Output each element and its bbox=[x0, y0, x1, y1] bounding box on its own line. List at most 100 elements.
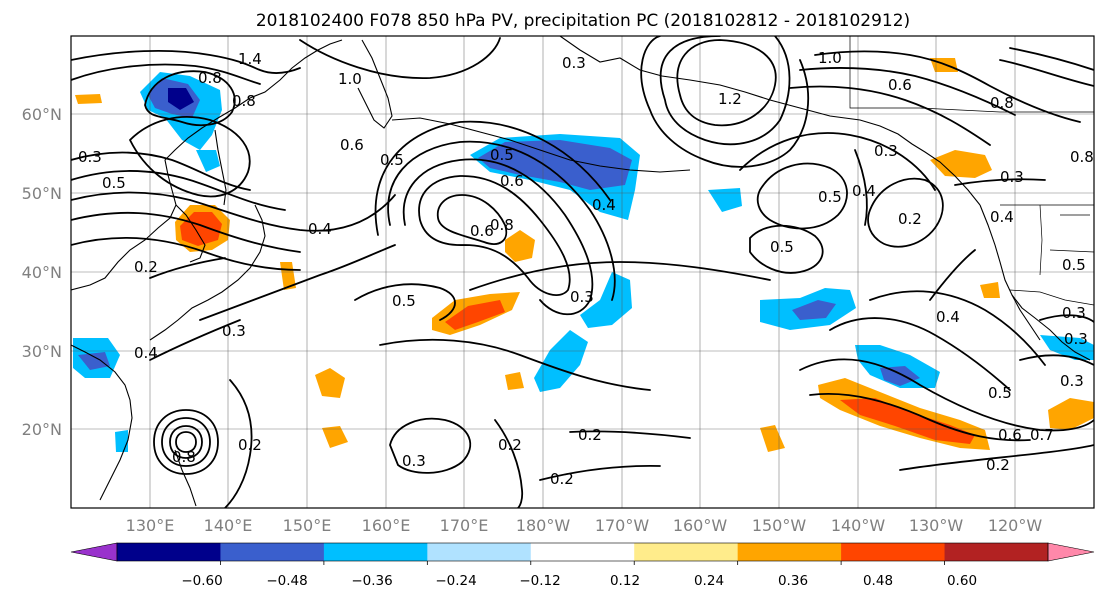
contour-label: 0.5 bbox=[392, 292, 416, 310]
contour-label: 1.0 bbox=[818, 49, 842, 67]
contour-label: 0.3 bbox=[402, 452, 426, 470]
contour-label: 0.2 bbox=[134, 258, 158, 276]
coast-north-america-west bbox=[979, 204, 1091, 361]
contour-label: 0.3 bbox=[562, 54, 586, 72]
contour-label: 0.5 bbox=[818, 188, 842, 206]
lon-label: 170°E bbox=[440, 516, 489, 535]
colorbar-ticks: −0.60 −0.48 −0.36 −0.24 −0.12 0.12 0.24 … bbox=[181, 573, 977, 589]
colorbar-tick-label: −0.12 bbox=[519, 573, 560, 589]
contour-label: 0.4 bbox=[308, 220, 332, 238]
shade-red-korea bbox=[180, 212, 222, 246]
contour-gulf-alaska-3 bbox=[789, 85, 991, 146]
colorbar-tick-label: −0.60 bbox=[181, 573, 222, 589]
contour-alaska-ridge-1 bbox=[676, 39, 777, 127]
contour-east-pacific-0.2 bbox=[867, 177, 944, 248]
contour-label: 1.2 bbox=[718, 90, 742, 108]
colorbar-tick-label: −0.24 bbox=[435, 573, 476, 589]
contour-gulf-alaska-4 bbox=[999, 59, 1094, 87]
lon-label: 180°W bbox=[516, 516, 571, 535]
contour-east-0.4 bbox=[929, 249, 976, 301]
contour-label: 0.2 bbox=[986, 456, 1010, 474]
contour-hawaii-jet-1 bbox=[799, 358, 1094, 432]
colorbar-extend-min bbox=[70, 542, 118, 562]
map-panel: 1.4 0.8 0.8 1.0 0.3 1.0 1.2 0.6 0.8 0.8 … bbox=[70, 35, 1095, 509]
contour-tropical-0.2-dateline bbox=[494, 419, 524, 508]
contour-label: 0.3 bbox=[1064, 330, 1088, 348]
colorbar-tick-label: −0.48 bbox=[266, 573, 307, 589]
shade-blue-kamchatka bbox=[708, 188, 742, 212]
coast-china bbox=[71, 344, 133, 501]
lon-label: 160°W bbox=[673, 516, 728, 535]
contour-label: 0.4 bbox=[592, 196, 616, 214]
colorbar-segment bbox=[841, 543, 946, 561]
contour-subtropical-0.5 bbox=[354, 283, 456, 321]
contour-west-tropical-0.3 bbox=[389, 417, 472, 474]
contour-label: 0.3 bbox=[570, 288, 594, 306]
contour-kamchatka-trough bbox=[299, 37, 501, 79]
shade-orange-dateline bbox=[505, 230, 535, 262]
contour-label: 0.2 bbox=[498, 436, 522, 454]
shade-orange-far-west bbox=[75, 94, 102, 104]
coast-east-asia bbox=[71, 39, 343, 291]
contour-tropical-0.2-center bbox=[569, 430, 691, 439]
contour-label: 0.6 bbox=[470, 222, 494, 240]
shade-blue-subtropical-1 bbox=[534, 330, 588, 392]
contour-labels: 1.4 0.8 0.8 1.0 0.3 1.0 1.2 0.6 0.8 0.8 … bbox=[78, 49, 1094, 488]
contour-tropical-0.2-south bbox=[539, 464, 661, 481]
contour-label: 0.4 bbox=[936, 308, 960, 326]
colorbar-segment bbox=[634, 543, 739, 561]
shade-blue-japan-sea bbox=[196, 150, 220, 172]
lat-label: 40°N bbox=[22, 263, 62, 282]
contour-label: 0.5 bbox=[490, 146, 514, 164]
contour-typhoon-1 bbox=[161, 417, 211, 467]
contour-coast-0.5 bbox=[1039, 314, 1094, 323]
contour-label: 0.2 bbox=[238, 436, 262, 454]
lat-label: 20°N bbox=[22, 420, 62, 439]
lon-label: 130°W bbox=[909, 516, 964, 535]
contour-typhoon-4 bbox=[175, 431, 197, 453]
contour-label: 0.2 bbox=[898, 210, 922, 228]
shade-red-central bbox=[445, 300, 505, 330]
contour-central-low-1 bbox=[418, 175, 571, 296]
pv-contours bbox=[71, 36, 1094, 508]
shade-darkblue-east-asia bbox=[78, 352, 110, 370]
colorbar-segment bbox=[220, 543, 325, 561]
lon-label: 170°W bbox=[595, 516, 650, 535]
coast-aleutians bbox=[391, 117, 691, 173]
contour-label: 1.4 bbox=[238, 50, 262, 68]
contour-hawaii-jet-4 bbox=[869, 290, 1046, 366]
contour-east-pacific-0.5 bbox=[756, 162, 848, 230]
coast-korea bbox=[175, 204, 206, 263]
contour-label: 0.3 bbox=[1060, 372, 1084, 390]
contour-central-low-2 bbox=[402, 158, 594, 316]
colorbar-segment bbox=[737, 543, 842, 561]
contour-label: 0.6 bbox=[340, 136, 364, 154]
shade-navy-sea-of-okhotsk bbox=[168, 88, 194, 110]
coast-japan bbox=[149, 204, 266, 341]
colorbar-tick-label: −0.36 bbox=[351, 573, 392, 589]
contour-label: 0.8 bbox=[232, 92, 256, 110]
shade-darkblue-hawaii-north bbox=[880, 366, 920, 386]
contour-east-tropical-0.2 bbox=[899, 444, 1094, 471]
lat-label: 50°N bbox=[22, 184, 62, 203]
contour-label: 0.6 bbox=[998, 426, 1022, 444]
contour-west-pacific-0.4 bbox=[149, 319, 241, 361]
shade-blue-southeast bbox=[115, 430, 128, 452]
lon-label: 150°W bbox=[752, 516, 807, 535]
contour-label: 0.8 bbox=[490, 216, 514, 234]
colorbar-tick-label: 0.48 bbox=[863, 573, 893, 589]
shade-orange-west-coast bbox=[930, 150, 992, 178]
contour-east-pacific-0.4 bbox=[854, 149, 868, 226]
coast-sakhalin bbox=[214, 129, 227, 206]
border-alaska-canada bbox=[849, 36, 1094, 113]
colorbar-tick-label: 0.36 bbox=[778, 573, 808, 589]
contour-okhotsk-outer bbox=[129, 116, 251, 198]
contour-hawaii-jet-2 bbox=[809, 392, 1031, 442]
shade-darkblue-subtropical-2 bbox=[792, 300, 836, 320]
contour-label: 0.6 bbox=[500, 172, 524, 190]
lat-label: 30°N bbox=[22, 342, 62, 361]
contour-japan-jet-2 bbox=[71, 211, 301, 253]
contour-label: 0.3 bbox=[874, 142, 898, 160]
contour-label: 0.5 bbox=[102, 174, 126, 192]
contour-label: 0.3 bbox=[78, 148, 102, 166]
